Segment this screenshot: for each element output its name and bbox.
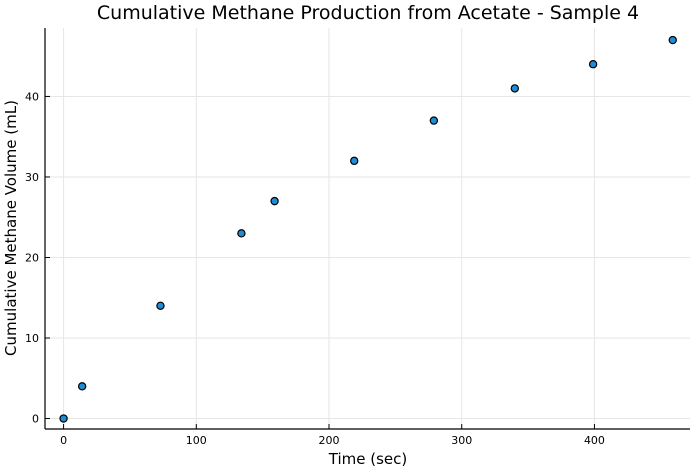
y-tick-label: 40 — [25, 90, 39, 103]
y-tick-label: 10 — [25, 332, 39, 345]
data-point — [588, 60, 598, 69]
data-point — [510, 84, 520, 93]
x-axis-label: Time (sec) — [328, 450, 407, 468]
ticks: 0 100 200 300 400 0 10 20 30 40 — [25, 90, 605, 447]
data-point — [668, 35, 677, 45]
x-tick-label: 0 — [60, 434, 67, 447]
x-tick-label: 300 — [451, 434, 472, 447]
data-point — [429, 116, 439, 125]
y-tick-label: 20 — [25, 251, 39, 264]
data-point — [156, 301, 165, 311]
data-points — [59, 35, 677, 423]
data-point — [350, 156, 359, 166]
x-tick-label: 200 — [319, 434, 340, 447]
axes — [44, 28, 690, 430]
grid — [45, 28, 690, 429]
data-point — [237, 229, 246, 238]
data-point — [59, 414, 68, 423]
x-tick-label: 400 — [584, 434, 605, 447]
chart-title: Cumulative Methane Production from Aceta… — [97, 2, 639, 24]
data-point — [270, 196, 279, 206]
y-axis-label: Cumulative Methane Volume (mL) — [2, 100, 20, 356]
y-tick-label: 30 — [25, 171, 39, 184]
data-point — [77, 382, 87, 391]
x-tick-label: 100 — [186, 434, 207, 447]
y-tick-label: 0 — [32, 413, 39, 426]
